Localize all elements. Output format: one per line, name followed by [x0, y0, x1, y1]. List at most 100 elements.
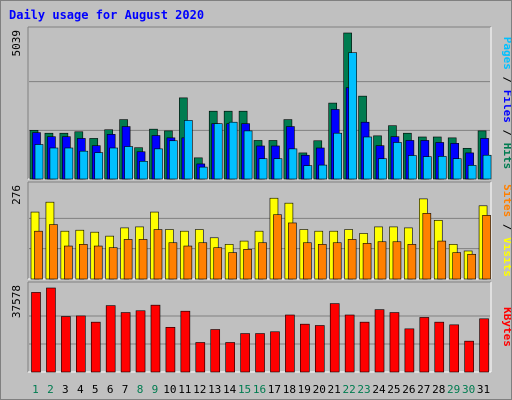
x-tick-label: 12 [193, 383, 206, 396]
x-tick-label: 1 [32, 383, 39, 396]
bar-pages-day-5 [94, 152, 104, 180]
x-tick-label: 2 [47, 383, 54, 396]
bar-pages-day-18 [288, 148, 298, 180]
bar-kbytes-day-21 [329, 303, 340, 373]
bar-sites-day-26 [407, 244, 417, 280]
bar-sites-day-15 [243, 249, 252, 280]
bar-pages-day-8 [139, 161, 148, 180]
bar-sites-day-11 [183, 245, 193, 280]
bar-pages-day-27 [423, 156, 432, 180]
x-tick-label: 28 [432, 383, 445, 396]
bar-kbytes-day-28 [434, 321, 445, 373]
bar-sites-day-28 [437, 240, 447, 280]
bar-kbytes-day-3 [61, 316, 71, 373]
x-tick-label: 23 [357, 383, 370, 396]
bar-kbytes-day-25 [389, 312, 400, 373]
bar-kbytes-day-26 [404, 328, 415, 373]
bar-pages-day-30 [467, 165, 477, 180]
bar-pages-day-4 [79, 150, 89, 180]
bar-pages-day-20 [318, 164, 328, 180]
x-axis-labels: 1 2 3 4 5 6 7 8 9 10 11 12 13 14 15 16 17 18 19 20 21 22 23 24 2… [32, 383, 490, 396]
legend-part: Pages [501, 37, 511, 70]
bar-kbytes-day-16 [255, 333, 265, 373]
panel-hits_files_pages: 5039 Pages / Files / Hits [10, 26, 511, 180]
bar-kbytes-day-6 [105, 305, 116, 373]
bar-kbytes-day-2 [46, 287, 56, 373]
x-tick-label: 31 [477, 383, 490, 396]
legend-part: Sites [501, 184, 511, 217]
y-max-label: 276 [10, 185, 23, 205]
series-legend-label: Pages / Files / Hits [501, 37, 511, 170]
bar-pages-day-11 [184, 120, 193, 180]
x-tick-label: 19 [298, 383, 311, 396]
bar-sites-day-20 [317, 244, 327, 280]
bar-kbytes-day-20 [314, 325, 325, 373]
bar-sites-day-24 [377, 241, 387, 280]
x-tick-label: 24 [372, 383, 386, 396]
chart-title: Daily usage for August 2020 [9, 8, 204, 22]
bar-pages-day-7 [124, 146, 133, 180]
x-tick-label: 21 [328, 383, 341, 396]
x-tick-label: 18 [283, 383, 296, 396]
x-tick-label: 6 [107, 383, 114, 396]
bar-kbytes-day-8 [135, 310, 146, 373]
bar-pages-day-6 [109, 147, 118, 180]
panels-layer: 5039 Pages / Files / Hits 276 Sites / Visit… [10, 26, 511, 373]
bar-sites-day-6 [108, 247, 118, 280]
y-max-label: 5039 [10, 30, 23, 57]
bar-sites-day-21 [332, 242, 342, 280]
x-tick-label: 27 [417, 383, 430, 396]
bar-sites-day-5 [93, 245, 103, 280]
bar-pages-day-31 [482, 154, 492, 180]
bar-sites-day-4 [79, 244, 88, 280]
bar-pages-day-14 [228, 121, 238, 180]
bar-sites-day-29 [452, 252, 461, 280]
bar-kbytes-day-31 [479, 318, 489, 373]
bar-kbytes-day-24 [374, 309, 385, 373]
bar-sites-day-25 [392, 241, 402, 280]
bar-sites-day-10 [168, 242, 178, 280]
bar-pages-day-29 [452, 158, 462, 180]
bar-pages-day-9 [154, 148, 163, 180]
bar-kbytes-day-14 [225, 342, 235, 373]
bar-pages-day-12 [198, 166, 208, 180]
x-tick-label: 10 [163, 383, 176, 396]
bar-kbytes-day-30 [464, 340, 474, 373]
bar-sites-day-7 [123, 239, 133, 280]
bar-sites-day-3 [64, 245, 73, 280]
legend-part: Visits [501, 237, 511, 277]
bar-pages-day-10 [169, 140, 178, 180]
panel-visits_sites: 276 Sites / Visits [10, 181, 511, 280]
bar-sites-day-17 [273, 214, 282, 280]
bar-pages-day-17 [273, 158, 283, 180]
bar-pages-day-2 [49, 147, 59, 180]
bar-pages-day-28 [437, 156, 447, 180]
bar-pages-day-21 [333, 132, 343, 180]
bar-sites-day-1 [34, 230, 43, 280]
bar-sites-day-31 [482, 215, 491, 280]
bar-kbytes-day-12 [195, 342, 206, 373]
bar-pages-day-23 [363, 136, 372, 180]
bar-kbytes-day-4 [76, 315, 86, 373]
bar-kbytes-day-17 [270, 331, 280, 373]
bar-sites-day-12 [198, 242, 208, 280]
bar-sites-day-2 [49, 224, 58, 280]
bar-kbytes-day-11 [180, 310, 191, 373]
bar-pages-day-19 [303, 165, 313, 180]
bar-kbytes-day-10 [165, 326, 176, 373]
x-tick-label: 8 [137, 383, 144, 396]
x-tick-label: 15 [238, 383, 251, 396]
bar-sites-day-19 [303, 242, 312, 280]
x-tick-label: 20 [313, 383, 326, 396]
bar-pages-day-26 [408, 155, 417, 180]
series-legend-label: KBytes [501, 307, 511, 347]
bar-kbytes-day-23 [359, 321, 370, 373]
legend-part: Files [501, 90, 511, 123]
bar-sites-day-16 [258, 242, 267, 280]
x-tick-label: 11 [178, 383, 191, 396]
bar-pages-day-1 [34, 144, 44, 180]
x-tick-label: 16 [253, 383, 266, 396]
x-tick-label: 17 [268, 383, 281, 396]
bar-sites-day-8 [138, 239, 148, 280]
